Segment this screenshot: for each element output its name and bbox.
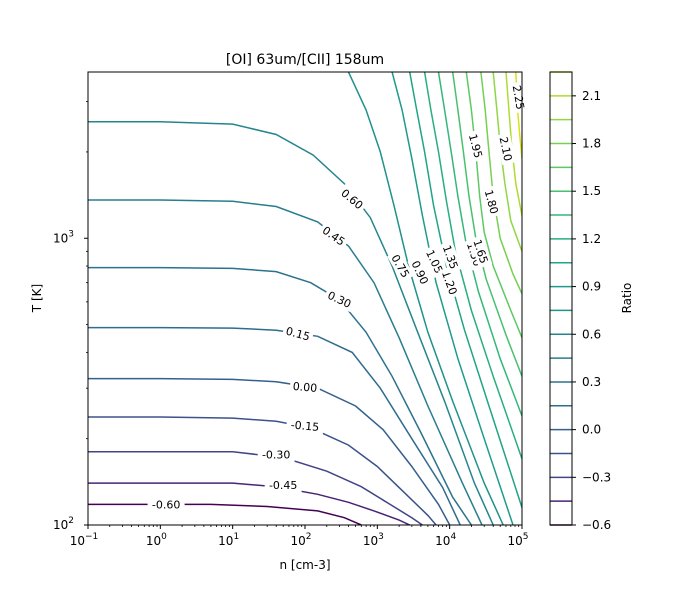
contour-line	[88, 377, 451, 525]
contour-line	[88, 199, 483, 525]
contour-label: 2.10	[496, 132, 516, 166]
colorbar-tick-label: −0.3	[582, 470, 611, 484]
contour-label-text: 0.15	[284, 325, 311, 344]
contour-label-text: 0.00	[292, 380, 318, 395]
contour-label: -0.60	[147, 497, 185, 512]
x-axis: 10−1 100 101 102 103 104 105	[70, 525, 529, 548]
contour-label-gap	[257, 447, 295, 462]
chart-title: [OI] 63um/[CII] 158um	[226, 52, 384, 68]
colorbar-tick-label: 0.6	[582, 327, 601, 341]
contour-label-text: -0.45	[269, 479, 297, 492]
contour-label-gap	[147, 497, 185, 512]
x-tick-label: 105	[507, 532, 528, 548]
contour-label: 1.95	[465, 129, 487, 163]
contour-label-gap	[421, 244, 448, 279]
x-tick-label: 104	[435, 532, 456, 548]
colorbar-frame	[549, 71, 573, 526]
contour-line	[88, 416, 437, 525]
contour-label-text: -0.15	[290, 418, 319, 433]
y-axis: 102 103	[53, 101, 88, 532]
colorbar-tick-label: 0.0	[582, 423, 601, 437]
contour-line	[437, 72, 522, 417]
contour-label-text: 1.80	[482, 188, 501, 215]
contour-label-text: 1.95	[466, 133, 485, 160]
contour-label-gap	[465, 129, 487, 163]
y-tick-label: 103	[53, 229, 74, 245]
contour-label-gap	[322, 286, 357, 313]
contour-label: -0.45	[264, 477, 302, 492]
x-tick-label: 103	[363, 532, 384, 548]
contour-label-gap	[336, 183, 369, 215]
contour-line	[88, 326, 461, 525]
contour-label-gap	[509, 81, 529, 114]
x-tick-label: 100	[146, 532, 167, 548]
colorbar-tick-label: 2.1	[582, 89, 601, 103]
colorbar: −0.6 −0.3 0.0 0.3 0.6 0.9 1.2 1.5 1.8 2.1	[549, 71, 611, 532]
contour-label-text: -0.60	[152, 498, 180, 511]
contour-label-gap	[438, 240, 463, 274]
contour-line	[88, 451, 423, 525]
x-tick-label: 101	[218, 532, 239, 548]
colorbar-tick-label: 1.5	[582, 184, 601, 198]
contour-label-gap	[469, 234, 493, 268]
contour-line	[88, 482, 411, 525]
x-tick-label: 102	[290, 532, 311, 548]
contour-label-text: 2.10	[497, 136, 515, 163]
contour-label-gap	[387, 249, 415, 283]
contour-label: 0.00	[289, 378, 321, 396]
contour-label: 0.15	[281, 322, 315, 345]
y-tick-label: 102	[53, 516, 74, 532]
contour-line	[465, 72, 522, 338]
contour-line	[423, 72, 522, 460]
contour-label-gap	[289, 378, 321, 396]
contour-line	[408, 72, 522, 508]
contour-label: -0.30	[257, 447, 295, 462]
x-tick-label: 10−1	[70, 532, 99, 548]
colorbar-tick-label: 1.8	[582, 137, 601, 151]
contour-label-gap	[496, 132, 516, 166]
contour-label-gap	[264, 477, 302, 492]
contour-label-gap	[317, 221, 351, 251]
contour-label-gap	[437, 266, 462, 300]
contour-label: 1.80	[480, 185, 503, 219]
x-axis-label: n [cm-3]	[279, 558, 330, 572]
colorbar-label: Ratio	[620, 283, 634, 314]
contour-label-gap	[480, 185, 503, 219]
colorbar-background	[550, 72, 572, 525]
y-axis-label: T [K]	[30, 284, 44, 313]
colorbar-tick-label: 1.2	[582, 232, 601, 246]
contour-label-gap	[407, 255, 433, 289]
colorbar-tick-label: 0.3	[582, 375, 601, 389]
contour-label: -0.15	[285, 417, 325, 435]
contour-line	[451, 72, 522, 377]
contour-label-text: -0.30	[262, 449, 290, 462]
contour-label-gap	[281, 322, 315, 345]
contour-label-gap	[285, 417, 325, 435]
colorbar-tick-label: 0.9	[582, 280, 601, 294]
colorbar-tick-label: −0.6	[582, 518, 611, 532]
